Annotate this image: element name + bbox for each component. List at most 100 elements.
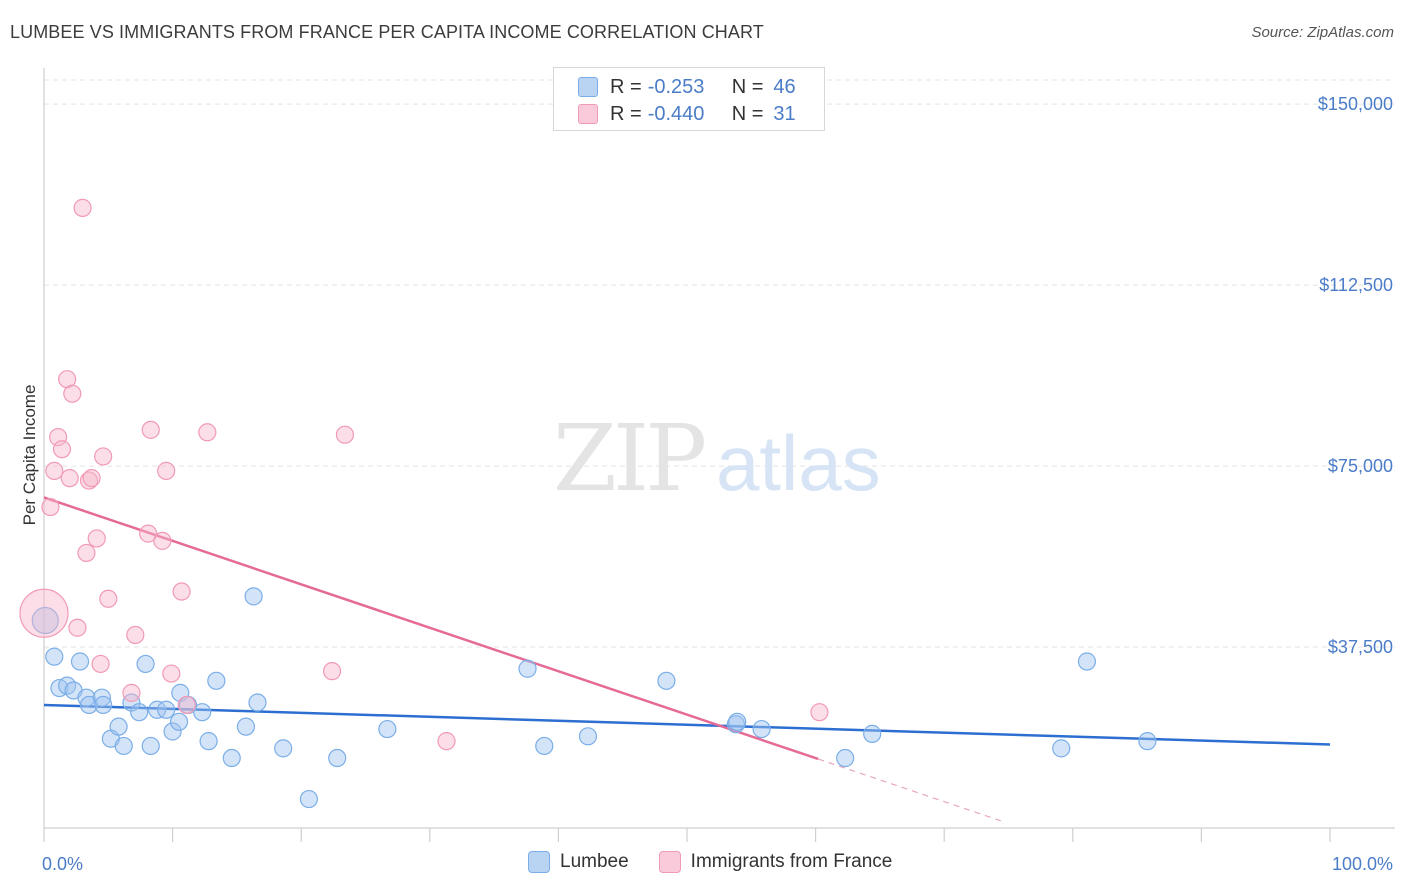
- data-point: [77, 688, 96, 707]
- legend-label: Immigrants from France: [690, 851, 893, 872]
- data-point: [1077, 652, 1097, 671]
- data-point: [222, 748, 241, 768]
- y-axis-label: Per Capita Income: [20, 385, 39, 526]
- data-point: [728, 712, 747, 731]
- data-point: [49, 428, 68, 447]
- data-point: [274, 739, 293, 758]
- x-tick-label: 100.0%: [1332, 854, 1393, 874]
- r-value: -0.253: [647, 75, 705, 98]
- n-value: 46: [773, 75, 796, 98]
- data-point: [244, 587, 263, 606]
- n-label: N =: [731, 102, 764, 125]
- legend-row-lumbee: R = -0.253 N = 46: [578, 74, 796, 100]
- data-point: [92, 688, 111, 707]
- chart-title: LUMBEE VS IMMIGRANTS FROM FRANCE PER CAP…: [10, 22, 764, 42]
- data-point: [41, 497, 60, 517]
- data-point: [248, 693, 267, 712]
- data-point: [328, 748, 347, 768]
- data-point: [752, 719, 771, 739]
- data-point: [199, 732, 218, 751]
- n-value: 31: [773, 102, 796, 125]
- data-point: [52, 440, 72, 459]
- data-point: [87, 529, 106, 548]
- data-point: [1138, 732, 1157, 751]
- data-point: [378, 719, 397, 739]
- data-point: [437, 732, 456, 751]
- data-point: [322, 662, 342, 681]
- data-point: [126, 625, 145, 645]
- data-point: [163, 722, 182, 741]
- lumbee-legend-swatch: [528, 851, 550, 873]
- trend-lines: [43, 496, 1331, 822]
- legend-item-france: Immigrants from France: [658, 851, 893, 873]
- lumbee-swatch: [578, 77, 598, 97]
- data-point: [172, 582, 191, 601]
- data-point: [810, 703, 829, 722]
- r-label: R =: [610, 102, 642, 125]
- data-point: [157, 700, 176, 719]
- data-point: [141, 420, 160, 439]
- data-point: [114, 736, 133, 756]
- data-point: [1052, 739, 1071, 758]
- data-point: [207, 671, 226, 690]
- lumbee-trend-line: [43, 703, 1331, 746]
- r-value: -0.440: [647, 102, 705, 125]
- tick-labels: $37,500 $75,000 $112,500 $150,000 0.0% 100.0%: [42, 94, 1393, 874]
- data-point: [99, 589, 118, 608]
- n-label: N =: [731, 75, 764, 98]
- data-point: [139, 524, 158, 543]
- data-point: [19, 588, 69, 638]
- series-lumbee: [31, 587, 1157, 809]
- legend-item-lumbee: Lumbee: [528, 851, 629, 873]
- data-point: [157, 461, 176, 480]
- grid-lines: [44, 79, 1395, 648]
- france-trend-extension: [817, 758, 1001, 822]
- data-point: [535, 736, 554, 756]
- correlation-legend: R = -0.253 N = 46 R = -0.440 N = 31: [553, 67, 825, 131]
- data-point: [91, 654, 110, 674]
- data-point: [193, 703, 212, 722]
- data-point: [578, 727, 598, 746]
- axes: [43, 68, 1395, 842]
- france-swatch: [578, 104, 598, 124]
- data-point: [45, 647, 64, 666]
- data-point: [130, 703, 149, 722]
- data-point: [169, 712, 189, 731]
- data-point: [236, 717, 256, 736]
- x-tick-label: 0.0%: [42, 854, 83, 874]
- data-point: [58, 370, 77, 389]
- france-trend-line: [43, 496, 819, 761]
- data-point: [122, 683, 141, 702]
- data-point: [153, 531, 172, 550]
- data-point: [122, 693, 141, 712]
- data-point: [518, 659, 537, 678]
- france-legend-swatch: [658, 851, 681, 873]
- data-point: [836, 748, 855, 768]
- data-point: [82, 469, 101, 488]
- series-legend: Lumbee Immigrants from France: [528, 851, 922, 873]
- watermark: ZIP atlas: [553, 405, 881, 512]
- data-point: [335, 425, 355, 444]
- data-point: [177, 695, 196, 715]
- y-tick-label: $37,500: [1328, 637, 1393, 657]
- data-point: [77, 543, 96, 563]
- data-points: [19, 198, 1157, 809]
- data-point: [79, 471, 99, 490]
- legend-label: Lumbee: [560, 851, 629, 872]
- data-point: [45, 461, 64, 480]
- source-label: Source: ZipAtlas.com: [1251, 24, 1394, 41]
- data-point: [60, 469, 79, 488]
- data-point: [198, 423, 217, 442]
- data-point: [162, 664, 181, 683]
- data-point: [863, 724, 882, 743]
- y-tick-label: $112,500: [1319, 275, 1393, 295]
- data-point: [94, 695, 113, 715]
- data-point: [109, 717, 128, 736]
- r-label: R =: [610, 75, 642, 98]
- y-tick-label: $75,000: [1328, 456, 1393, 476]
- data-point: [141, 736, 160, 756]
- series-france: [19, 198, 829, 751]
- legend-row-france: R = -0.440 N = 31: [578, 101, 796, 127]
- data-point: [70, 652, 90, 671]
